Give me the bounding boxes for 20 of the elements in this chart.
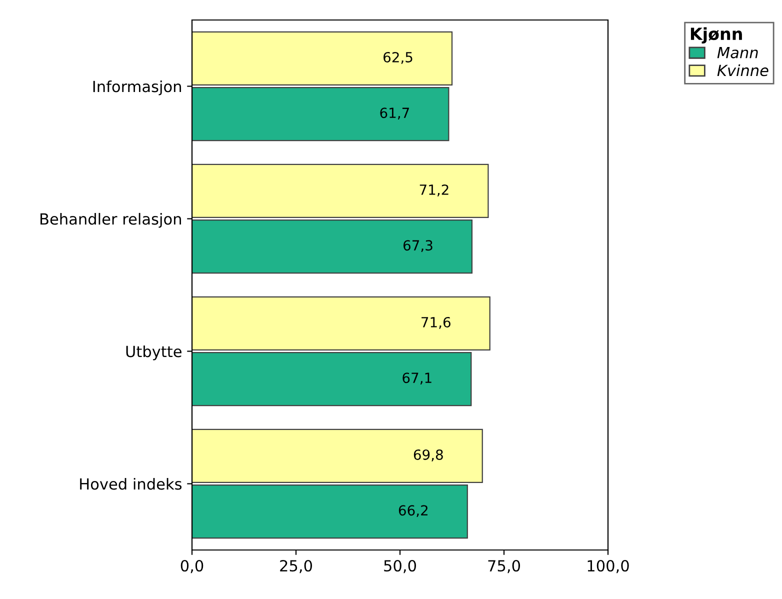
x-tick-label: 100,0 — [588, 560, 629, 574]
data-label: 67,3 — [403, 240, 432, 252]
legend-label: Mann — [717, 46, 758, 58]
x-tick-label: 25,0 — [280, 560, 312, 574]
x-tick-label: 50,0 — [384, 560, 416, 574]
legend-label: Kvinne — [717, 64, 768, 76]
x-tick-label: 0,0 — [180, 560, 204, 574]
y-tick-label: Utbytte — [126, 345, 182, 360]
data-label: 67,1 — [402, 372, 432, 385]
y-tick-label: Informasjon — [93, 80, 181, 96]
x-tick-label: 75,0 — [488, 560, 520, 574]
legend-title: Kjønn — [690, 27, 742, 44]
y-tick-label: Behandler relasjon — [40, 212, 181, 228]
data-label: 61,7 — [380, 108, 409, 120]
data-label: 71,2 — [420, 184, 448, 196]
y-tick-label: Hoved indeks — [80, 478, 182, 490]
data-label: 62,5 — [384, 52, 412, 64]
data-label: 71,6 — [422, 316, 450, 329]
data-label: 66,2 — [398, 505, 428, 518]
data-label: 69,8 — [414, 449, 443, 462]
